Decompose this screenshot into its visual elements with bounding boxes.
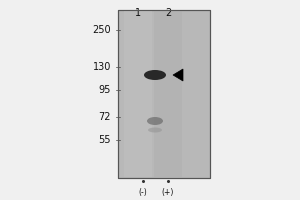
Text: 1: 1: [135, 8, 141, 18]
Polygon shape: [173, 69, 183, 81]
Bar: [124, 11, 152, 177]
Bar: [154, 11, 182, 177]
Ellipse shape: [147, 117, 163, 125]
Ellipse shape: [144, 70, 166, 80]
Ellipse shape: [148, 128, 162, 132]
Text: 2: 2: [165, 8, 171, 18]
Bar: [118, 10, 210, 178]
Text: 130: 130: [93, 62, 111, 72]
Text: 250: 250: [92, 25, 111, 35]
Text: 72: 72: [98, 112, 111, 122]
Bar: [118, 10, 210, 178]
Text: (+): (+): [162, 188, 174, 196]
Text: 55: 55: [98, 135, 111, 145]
Text: 95: 95: [99, 85, 111, 95]
Text: (-): (-): [139, 188, 147, 196]
